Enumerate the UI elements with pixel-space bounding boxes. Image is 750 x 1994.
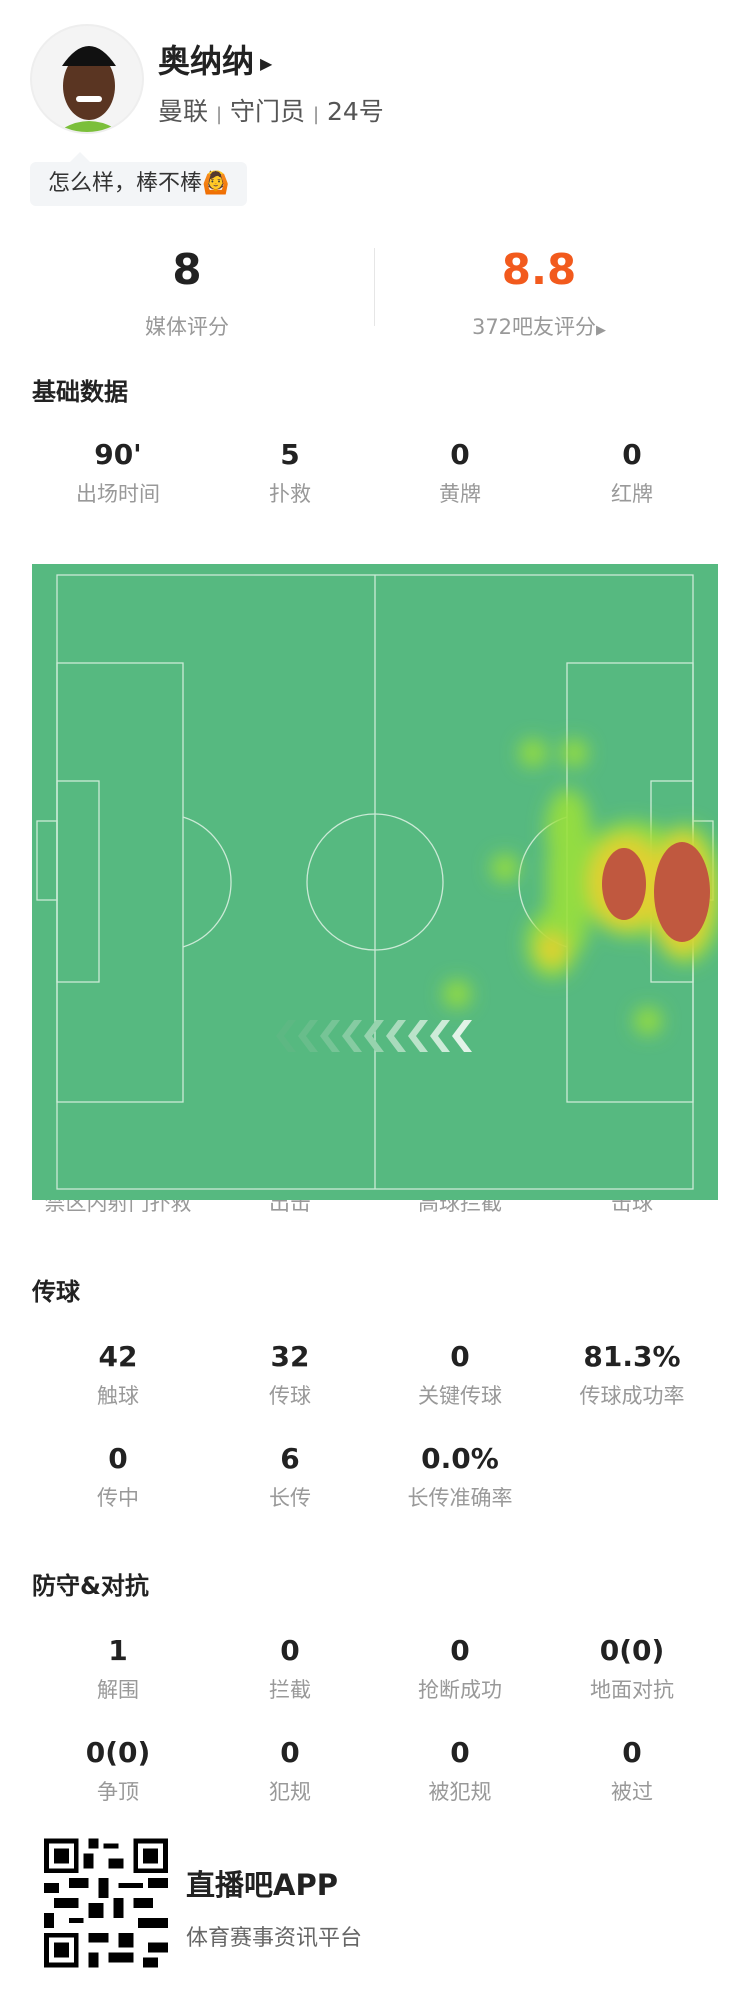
player-info: 曼联 | 守门员 | 24号 [158, 92, 384, 128]
chevron-left-icon [364, 1020, 384, 1052]
caret-right-icon: ▶ [596, 323, 607, 338]
section-title: 防守&对抗 [32, 1572, 149, 1600]
team: 曼联 [158, 97, 209, 126]
stat-value: 1 [108, 1634, 128, 1667]
stat-label: 长传 [269, 1486, 311, 1510]
stat-label: 长传准确率 [407, 1486, 513, 1510]
stat-label: 地面对抗 [590, 1678, 674, 1702]
stat-item: 0 抢断成功 [374, 1634, 546, 1704]
stat-value: 0 [622, 438, 642, 471]
stat-value: 32 [270, 1340, 310, 1373]
stat-item: 0 拦截 [204, 1634, 376, 1704]
stat-value: 90' [94, 438, 142, 471]
stat-item: 90' 出场时间 [32, 438, 204, 508]
stat-value: 42 [98, 1340, 138, 1373]
stat-item: 6 长传 [204, 1442, 376, 1512]
stat-label: 出场时间 [76, 482, 160, 506]
attack-direction-arrows [276, 1020, 472, 1052]
stat-value: 81.3% [583, 1340, 681, 1373]
stat-value: 5 [280, 438, 300, 471]
stat-item: 0 关键传球 [374, 1340, 546, 1410]
stat-value: 0 [450, 438, 470, 471]
stat-value: 6 [280, 1442, 300, 1475]
chevron-left-icon [320, 1020, 340, 1052]
stat-item: 5 扑救 [204, 438, 376, 508]
stat-label: 关键传球 [418, 1384, 502, 1408]
stat-value: 0 [450, 1340, 470, 1373]
app-tagline: 体育赛事资讯平台 [186, 1926, 363, 1951]
stat-item: 0 传中 [32, 1442, 204, 1512]
stat-label: 被过 [611, 1780, 653, 1804]
chevron-left-icon [452, 1020, 472, 1052]
stat-value: 0(0) [599, 1634, 665, 1667]
stat-label: 触球 [97, 1384, 139, 1408]
stat-label: 拦截 [269, 1678, 311, 1702]
stat-label: 解围 [97, 1678, 139, 1702]
stat-item: 32 传球 [204, 1340, 376, 1410]
stat-label: 抢断成功 [418, 1678, 502, 1702]
stat-label: 传球成功率 [579, 1384, 685, 1408]
stat-label: 争顶 [97, 1780, 139, 1804]
stat-value: 0 [450, 1736, 470, 1769]
app-name: 直播吧APP [186, 1868, 338, 1902]
caret-right-icon: ▶ [260, 53, 273, 73]
separator: | [215, 104, 223, 125]
divider [374, 248, 375, 326]
qr-code [44, 1838, 168, 1968]
stat-item: 0 犯规 [204, 1736, 376, 1806]
stat-label: 传球 [269, 1384, 311, 1408]
stat-item: 0 红牌 [546, 438, 718, 508]
stat-value: 0.0% [421, 1442, 499, 1475]
stat-label: 扑救 [269, 482, 311, 506]
player-name: 奥纳纳 [158, 42, 255, 80]
chevron-left-icon [298, 1020, 318, 1052]
fan-rating-label: 372吧友评分 [471, 315, 597, 339]
player-name-link[interactable]: 奥纳纳 ▶ [158, 36, 272, 82]
fan-rating-link[interactable]: 8.8 372吧友评分▶ [389, 245, 689, 341]
player-avatar [30, 24, 144, 134]
stat-item: 0(0) 地面对抗 [546, 1634, 718, 1704]
section-title: 传球 [32, 1278, 80, 1306]
chevron-left-icon [386, 1020, 406, 1052]
heatmap-pitch [32, 564, 723, 1200]
stat-item: 0.0% 长传准确率 [374, 1442, 546, 1512]
position: 守门员 [230, 97, 306, 126]
stat-item: 81.3% 传球成功率 [546, 1340, 718, 1410]
chevron-left-icon [342, 1020, 362, 1052]
stat-label: 黄牌 [439, 482, 481, 506]
chevron-left-icon [430, 1020, 450, 1052]
section-title: 基础数据 [32, 378, 128, 406]
media-rating-value: 8 [172, 245, 202, 294]
stat-value: 0 [450, 1634, 470, 1667]
emoji-icon: 🙆 [202, 171, 230, 196]
stat-label: 红牌 [611, 482, 653, 506]
chevron-left-icon [408, 1020, 428, 1052]
stat-item: 0 被犯规 [374, 1736, 546, 1806]
stat-value: 0 [280, 1634, 300, 1667]
stat-item: 0 黄牌 [374, 438, 546, 508]
stat-value: 0 [280, 1736, 300, 1769]
stat-item: 1 解围 [32, 1634, 204, 1704]
shirt-number: 24号 [327, 97, 384, 126]
media-rating-label: 媒体评分 [145, 315, 229, 339]
stat-value: 0(0) [85, 1736, 151, 1769]
stat-label: 传中 [97, 1486, 139, 1510]
stat-item: 42 触球 [32, 1340, 204, 1410]
stat-item: 0(0) 争顶 [32, 1736, 204, 1806]
separator: | [312, 104, 320, 125]
bubble-text: 怎么样，棒不棒 [48, 171, 203, 196]
stat-value: 0 [108, 1442, 128, 1475]
stat-item: 0 被过 [546, 1736, 718, 1806]
stat-label: 被犯规 [428, 1780, 492, 1804]
fan-rating-value: 8.8 [501, 245, 577, 294]
comment-bubble: 怎么样，棒不棒🙆 [30, 152, 248, 206]
chevron-left-icon [276, 1020, 296, 1052]
stat-label: 犯规 [269, 1780, 311, 1804]
media-rating: 8 媒体评分 [37, 245, 337, 341]
stat-value: 0 [622, 1736, 642, 1769]
